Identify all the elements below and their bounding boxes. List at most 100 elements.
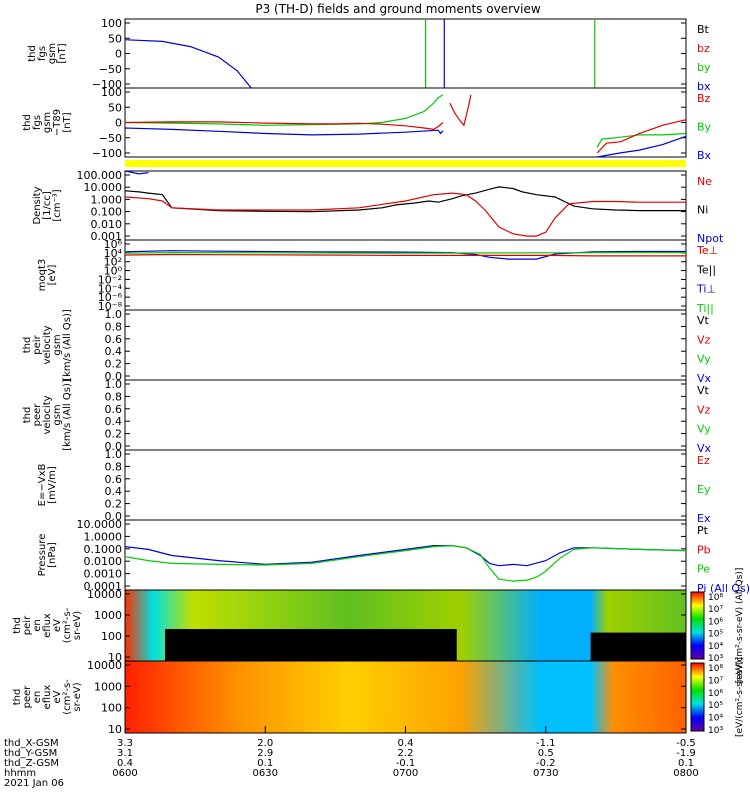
legend-entry: Pe [697,563,710,576]
y-tick-label: 0.6 [105,473,123,486]
colorbar-tick: 10⁶ [708,617,723,627]
y-tick-label: 0.010 [91,218,123,231]
y-tick-label: 0.0100 [84,555,123,568]
y-tick-label: 100 [101,86,122,99]
y-axis-label: peer [32,403,43,427]
legend-entry: Ni [697,204,708,217]
y-tick-label: 100.000 [77,169,123,182]
series-By2 [596,132,687,148]
y-tick-label: 10 [108,723,122,736]
y-axis-label: (cm²-s- [62,607,73,643]
series-Bz2 [449,94,472,127]
legend-entry: Vy [697,423,711,436]
series-Bx [124,127,444,136]
panel-fgs_gsm: 100 50 0 −50 −100 thd fgs gsm [nT] Bt bz by bx [27,17,711,93]
colorbar-tick: 10⁸ [708,593,723,603]
legend-entry: Vy [697,353,711,366]
legend-entry: Npot [697,232,724,245]
series-Te [124,253,686,257]
legend-entry: Pi (All Qs) [697,582,750,595]
y-tick-label: 10⁻⁶ [98,291,123,304]
y-tick-label: −100 [92,78,122,91]
colorbar-tick: 10⁷ [708,605,723,615]
y-axis-label: [1/cc] [42,191,53,220]
y-tick-label: 0 [115,117,122,130]
y-tick-label: 0.0 [105,510,123,523]
series-bx [124,39,252,89]
sheath-band [540,661,591,733]
ephemeris-value: -1.1 [536,738,556,749]
y-tick-label: 1000 [94,680,122,693]
x-tick-label: 0630 [253,768,278,779]
legend-entry: bz [697,42,710,55]
ephemeris-label: thd_X-GSM [4,738,59,749]
x-tick-label: 0730 [533,768,558,779]
legend-entry: Ti⊥ [696,283,716,296]
y-tick-label: 10⁶ [104,238,123,251]
y-tick-label: 0.8 [105,390,123,403]
y-tick-label: −50 [99,63,122,76]
y-axis-label: en [32,691,43,704]
y-tick-label: 1.0000 [84,530,123,543]
y-axis-label: [nT] [62,112,73,132]
y-axis-label: thd [22,114,33,131]
legend-entry: Te⊥ [696,244,718,257]
panel-frame [124,449,687,521]
y-tick-label: 1.0 [105,448,123,461]
date-label: 2021 Jan 06 [4,778,64,789]
y-tick-label: 10⁻⁸ [98,300,123,313]
y-tick-label: 100 [101,17,122,30]
panel-peir_eflux: 10⁸ 10⁷ 10⁶ 10⁵ 10⁴ 10³ [eV/(cm²-s-sr-eV) (All… [12,568,745,684]
series-By [124,94,444,126]
ephemeris-label: hhmm [4,768,36,779]
y-axis-label: eV [52,690,63,703]
ephemeris-value: 0.1 [257,758,273,769]
legend-entry: Pb [697,543,711,556]
y-axis-label: thd [22,337,33,354]
y-tick-label: 0.0001 [84,580,123,593]
y-axis-label: (cm²-s- [62,679,73,715]
y-tick-label: 0.2 [105,428,123,441]
series-Tgreen [124,251,687,254]
legend-entry: Ez [697,454,710,467]
y-axis-label: [km/s (All Qs)] [62,379,73,451]
y-tick-label: 10⁰ [104,265,123,278]
y-tick-label: 0.6 [105,403,123,416]
y-axis-label: thd [12,617,23,634]
y-tick-label: 0.8 [105,320,123,333]
y-axis-label: [nT] [57,43,68,63]
colorbar-tick: 10⁸ [708,664,723,674]
y-axis-label: [cm⁻³] [52,189,63,221]
ephemeris-value: 0.5 [538,748,554,759]
y-axis-label: gsm [52,404,63,425]
y-tick-label: 0.6 [105,333,123,346]
y-tick-label: 1000 [94,609,122,622]
colorbar-scale [690,591,705,660]
spectrogram [125,661,686,733]
y-axis-label: Pressure [37,534,48,577]
ephemeris-value: 3.1 [117,748,133,759]
y-axis-label: peir [22,615,33,635]
y-tick-label: 100 [101,630,122,643]
y-tick-label: 50 [108,101,122,114]
panel-fgs_gsm_t89: 100 50 0 −50 −100 thd fgs gsm −T89 [nT] Bz By Bx [22,86,712,162]
colorbar: 10⁸ 10⁷ 10⁶ 10⁵ 10⁴ 10³ [eV/(cm²-s-sr-eV)] [690,657,745,737]
low-energy-dropout [165,629,457,661]
colorbar-tick: 10⁷ [708,676,723,686]
legend-entry: Ti|| [696,302,714,315]
colorbar-tick: 10⁴ [708,714,723,724]
legend-entry: Ne [697,175,712,188]
series-Bz [124,121,444,131]
legend-entry: Vx [697,372,712,385]
y-tick-label: 10.000 [84,181,123,194]
y-tick-label: 0.0 [105,440,123,453]
y-tick-label: −50 [99,132,122,145]
x-axis-ephemeris: 3.33.10.406002.02.90.106300.42.2-0.10700… [4,726,699,789]
y-tick-label: 10000 [87,659,122,672]
y-axis-label: [nPa] [47,542,58,568]
series-Ni [124,186,686,213]
y-tick-label: 0.8 [105,460,123,473]
legend-entry: Vt [697,384,710,397]
